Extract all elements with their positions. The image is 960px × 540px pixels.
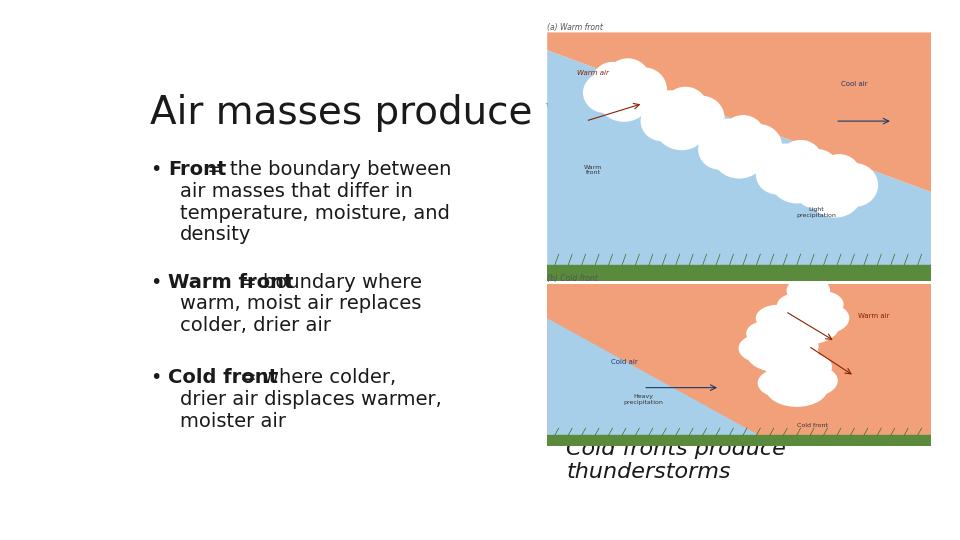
Circle shape [795, 169, 837, 208]
Bar [547, 265, 931, 281]
Text: Air masses produce weather: Air masses produce weather [150, 94, 704, 132]
Circle shape [722, 116, 764, 155]
Circle shape [787, 366, 837, 396]
Circle shape [789, 354, 831, 380]
Circle shape [778, 307, 839, 343]
Text: •: • [150, 273, 161, 292]
Circle shape [756, 155, 799, 194]
Circle shape [772, 354, 822, 384]
Polygon shape [547, 50, 931, 281]
Circle shape [770, 153, 824, 202]
Circle shape [756, 306, 799, 331]
Circle shape [766, 369, 828, 406]
Circle shape [593, 63, 632, 98]
Circle shape [651, 91, 689, 126]
Circle shape [808, 167, 862, 217]
Text: warm, moist air replaces: warm, moist air replaces [180, 294, 420, 313]
Circle shape [699, 130, 741, 169]
Text: Warm air: Warm air [858, 313, 889, 319]
Circle shape [793, 150, 839, 192]
Circle shape [787, 278, 829, 303]
Circle shape [766, 356, 804, 380]
Circle shape [753, 319, 803, 349]
Text: air masses that differ in: air masses that differ in [180, 182, 412, 201]
Text: density: density [180, 225, 251, 244]
Circle shape [804, 158, 843, 194]
Text: moister air: moister air [180, 411, 285, 430]
Circle shape [620, 68, 666, 111]
Circle shape [818, 155, 860, 194]
Text: (a) Warm front: (a) Warm front [547, 23, 603, 32]
Text: = where colder,: = where colder, [234, 368, 396, 387]
Text: colder, drier air: colder, drier air [180, 316, 330, 335]
Text: •: • [150, 368, 161, 387]
Circle shape [739, 334, 785, 362]
Text: Cold front: Cold front [168, 368, 278, 387]
Text: Cold front: Cold front [797, 423, 828, 428]
Text: Warm air: Warm air [577, 70, 610, 76]
Circle shape [801, 292, 843, 317]
Circle shape [778, 294, 816, 317]
Circle shape [708, 119, 747, 155]
Circle shape [641, 102, 684, 140]
Circle shape [799, 303, 849, 333]
Text: Cool air: Cool air [841, 80, 868, 86]
Text: Warm front: Warm front [168, 273, 294, 292]
Text: temperature, moisture, and: temperature, moisture, and [180, 204, 449, 222]
Circle shape [747, 334, 808, 372]
Circle shape [735, 125, 781, 167]
Text: •: • [150, 160, 161, 179]
Bar [547, 435, 931, 445]
Text: = the boundary between: = the boundary between [201, 160, 451, 179]
Circle shape [768, 331, 818, 361]
Text: Cold fronts produce
thunderstorms: Cold fronts produce thunderstorms [566, 439, 786, 482]
Text: drier air displaces warmer,: drier air displaces warmer, [180, 390, 442, 409]
Text: Cold air: Cold air [611, 360, 637, 366]
Text: Warm fronts produce
light rain: Warm fronts produce light rain [566, 321, 802, 364]
Text: Front: Front [168, 160, 227, 179]
Circle shape [831, 164, 877, 206]
Text: Heavy
precipitation: Heavy precipitation [623, 394, 663, 405]
Circle shape [776, 340, 818, 366]
Circle shape [712, 128, 766, 178]
Circle shape [655, 100, 708, 150]
Text: (b) Cold front: (b) Cold front [547, 274, 598, 283]
Circle shape [747, 322, 785, 345]
Text: Warm
front: Warm front [584, 165, 603, 176]
Circle shape [766, 144, 804, 180]
Circle shape [758, 369, 804, 397]
Circle shape [584, 73, 626, 112]
Text: = boundary where: = boundary where [234, 273, 421, 292]
Circle shape [664, 87, 707, 126]
Circle shape [780, 140, 822, 180]
Circle shape [783, 292, 833, 322]
Circle shape [678, 96, 724, 139]
Circle shape [770, 319, 812, 345]
Polygon shape [547, 32, 931, 192]
Polygon shape [547, 284, 931, 446]
Circle shape [607, 59, 649, 98]
Polygon shape [547, 318, 778, 446]
Circle shape [597, 71, 651, 121]
Circle shape [770, 307, 816, 334]
Text: Light
precipitation: Light precipitation [796, 207, 836, 218]
